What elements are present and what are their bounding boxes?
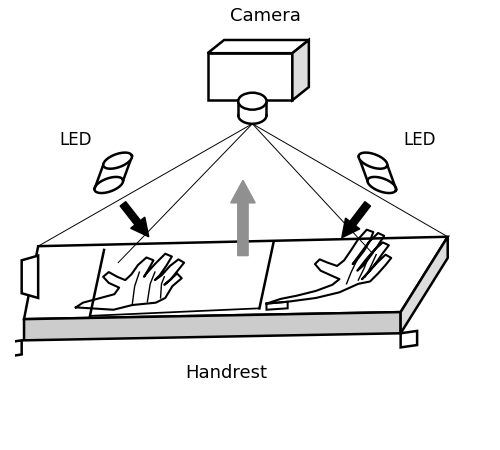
- Polygon shape: [104, 153, 132, 169]
- Polygon shape: [208, 53, 292, 100]
- Polygon shape: [266, 302, 287, 310]
- Text: Camera: Camera: [230, 7, 300, 25]
- Text: LED: LED: [403, 131, 436, 149]
- FancyArrow shape: [230, 180, 255, 256]
- Polygon shape: [22, 256, 38, 298]
- Ellipse shape: [238, 93, 266, 110]
- Polygon shape: [6, 340, 22, 357]
- FancyArrow shape: [342, 202, 370, 238]
- Polygon shape: [358, 157, 396, 189]
- Polygon shape: [208, 40, 309, 53]
- Polygon shape: [24, 237, 448, 319]
- Text: Handrest: Handrest: [186, 364, 268, 382]
- Polygon shape: [368, 177, 396, 193]
- FancyArrow shape: [120, 202, 149, 237]
- Polygon shape: [94, 177, 123, 193]
- Polygon shape: [400, 237, 448, 333]
- Polygon shape: [292, 40, 309, 100]
- Text: LED: LED: [60, 131, 92, 149]
- Polygon shape: [238, 101, 266, 124]
- Polygon shape: [358, 153, 388, 169]
- Polygon shape: [94, 156, 132, 189]
- Polygon shape: [24, 312, 400, 340]
- Polygon shape: [400, 331, 417, 347]
